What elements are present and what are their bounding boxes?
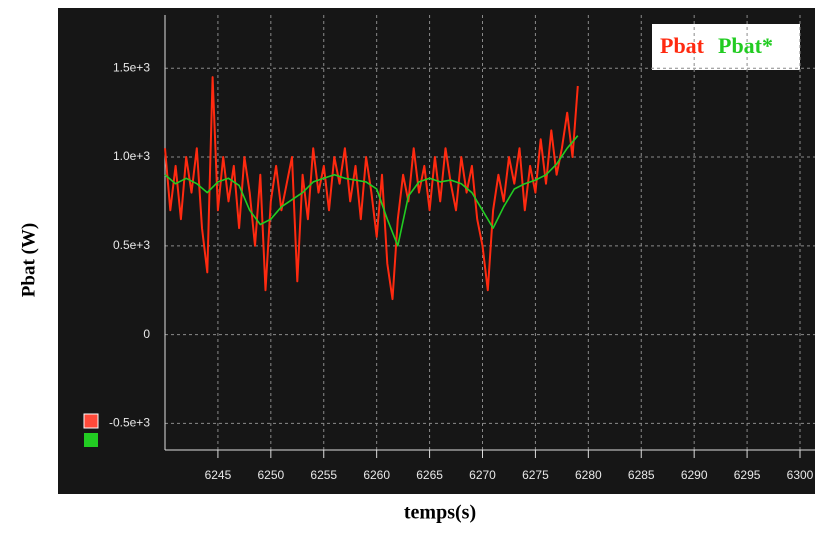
x-tick-label: 6275 (522, 468, 549, 482)
legend-box (652, 24, 800, 70)
x-tick-label: 6285 (628, 468, 655, 482)
x-axis-label: temps(s) (404, 502, 476, 524)
legend-swatch (83, 413, 99, 429)
x-tick-label: 6245 (205, 468, 232, 482)
y-axis-label: Pbat (W) (18, 223, 39, 297)
x-tick-label: 6265 (416, 468, 443, 482)
line-series (164, 135, 579, 247)
x-tick-label: 6255 (310, 468, 337, 482)
x-tick-label: 6290 (681, 468, 708, 482)
y-tick-label: -0.5e+3 (109, 416, 150, 430)
y-tick-label: 0.5e+3 (113, 238, 150, 252)
plot-panel (58, 8, 815, 494)
legend-entry: Pbat* (718, 33, 773, 58)
x-tick-label: 6250 (257, 468, 284, 482)
x-tick-label: 6295 (734, 468, 761, 482)
y-tick-label: 1.5e+3 (113, 60, 150, 74)
y-tick-label: 1.0e+3 (113, 149, 150, 163)
x-tick-label: 6300 (787, 468, 814, 482)
legend-entry: Pbat (660, 33, 705, 58)
x-tick-label: 6270 (469, 468, 496, 482)
legend-swatch (84, 433, 98, 447)
x-tick-label: 6260 (363, 468, 390, 482)
x-tick-label: 6280 (575, 468, 602, 482)
line-series (164, 76, 579, 301)
y-tick-label: 0 (143, 327, 150, 341)
